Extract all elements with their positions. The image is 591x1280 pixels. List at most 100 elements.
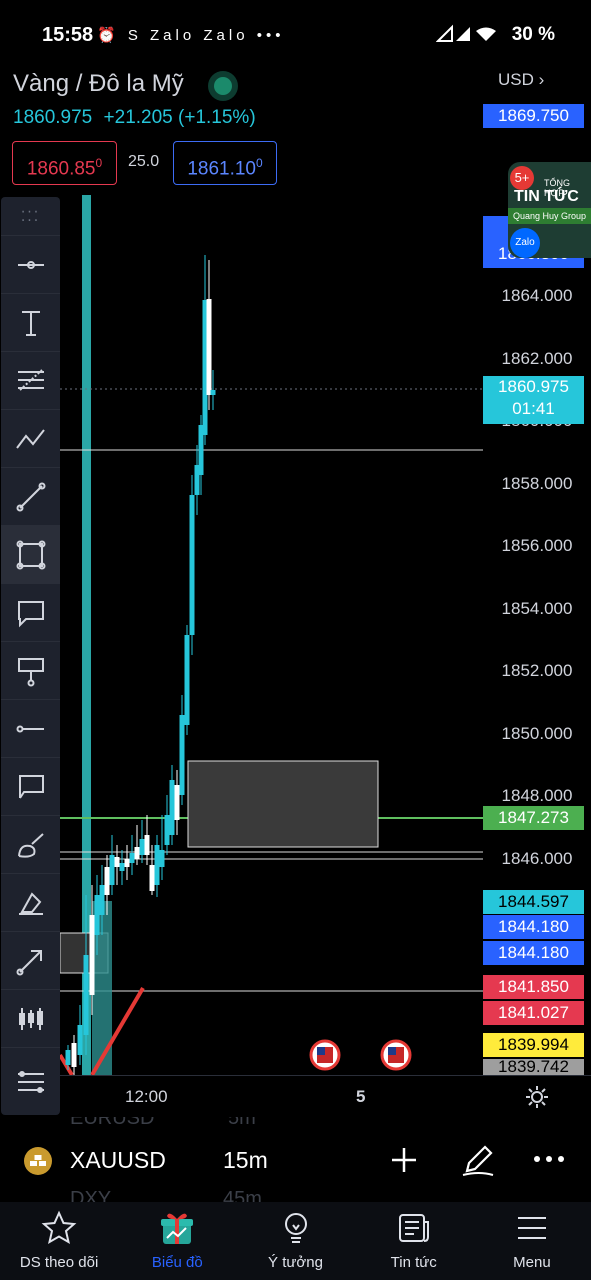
- battery-indicator: 30 %: [435, 24, 555, 46]
- zalo-badge-line3: Quang Huy Group: [508, 208, 591, 224]
- fib-retracement-icon: [17, 368, 44, 391]
- candle-body: [119, 863, 125, 871]
- candle-body: [206, 299, 212, 395]
- price-tick-label: 1850.000: [501, 723, 573, 743]
- fib-tool[interactable]: [1, 351, 60, 409]
- candle-body: [83, 955, 89, 1035]
- timeframe-selector[interactable]: 15m: [223, 1147, 268, 1173]
- trendline-tool[interactable]: [1, 467, 60, 525]
- bar-countdown: 01:41: [512, 399, 555, 418]
- brush-tool[interactable]: [1, 815, 60, 873]
- currency-label: USD: [498, 70, 534, 89]
- price-label-blue: 1844.180: [483, 915, 584, 939]
- flag-note-icon: [18, 774, 44, 799]
- candle-body: [134, 847, 140, 859]
- crosshair-tool[interactable]: [1, 235, 60, 293]
- nav-ideas[interactable]: Ý tưởng: [236, 1202, 354, 1280]
- candle-body: [154, 845, 160, 885]
- us-event-flag[interactable]: [380, 1039, 412, 1071]
- eraser-icon: [18, 891, 43, 915]
- zigzag-icon: [15, 428, 45, 449]
- price-label-blue: 1844.180: [483, 941, 584, 965]
- arrow-tool[interactable]: [1, 931, 60, 989]
- price-label-tool[interactable]: [1, 641, 60, 699]
- arrow-icon: [16, 949, 42, 975]
- chart-settings-icon[interactable]: [525, 1085, 549, 1109]
- nav-watchlist[interactable]: DS theo dõi: [0, 1202, 118, 1280]
- drawing-toolbar: ⁚⁚⁚: [1, 197, 60, 1115]
- nav-menu[interactable]: Menu: [473, 1202, 591, 1280]
- candle-body: [194, 465, 200, 495]
- price-label-red: 1841.027: [483, 1001, 584, 1025]
- buy-button[interactable]: 1861.100: [173, 141, 277, 185]
- time-label: 12:00: [125, 1087, 168, 1106]
- candle-body: [198, 425, 204, 475]
- symbol-title[interactable]: Vàng / Đô la Mỹ: [13, 70, 184, 97]
- brush-icon: [17, 832, 44, 858]
- price-label-red: 1841.850: [483, 975, 584, 999]
- symbol-selector[interactable]: XAUUSD: [70, 1147, 166, 1173]
- news-icon: [398, 1214, 429, 1242]
- nav-label: DS theo dõi: [19, 1254, 99, 1271]
- candle-body: [77, 1025, 83, 1055]
- candle-body: [149, 865, 155, 891]
- zalo-badge-line1: TỔNG HỢP: [544, 178, 570, 198]
- nav-chart[interactable]: Biểu đồ: [118, 1202, 236, 1280]
- nav-news[interactable]: Tin tức: [355, 1202, 473, 1280]
- status-bar: 15:58 ⏰ S Zalo Zalo ••• 30 %: [0, 0, 591, 70]
- lightbulb-icon: [284, 1213, 307, 1243]
- candle-body: [99, 885, 105, 915]
- candle-body: [94, 895, 100, 935]
- market-open-indicator: [214, 77, 232, 95]
- text-tool[interactable]: [1, 293, 60, 351]
- time-axis[interactable]: 12:00 5: [60, 1075, 591, 1118]
- currency-selector[interactable]: USD ›: [498, 70, 545, 89]
- us-event-flag[interactable]: [309, 1039, 341, 1071]
- zalo-news-bubble[interactable]: TỔNG HỢP TIN TỨC Quang Huy Group Zalo 5+: [508, 162, 591, 258]
- bars-pattern-icon: [18, 1007, 43, 1030]
- pattern-tool[interactable]: [1, 409, 60, 467]
- rectangle-tool[interactable]: [1, 525, 60, 583]
- nav-label: Tin tức: [390, 1254, 437, 1271]
- more-options-icon[interactable]: [533, 1155, 565, 1163]
- candle-body: [89, 915, 95, 995]
- drag-handle-icon[interactable]: ⁚⁚⁚: [20, 207, 41, 224]
- red-arrow-line: [90, 986, 145, 1075]
- price-chart[interactable]: [0, 195, 483, 1075]
- horizontal-ray-tool[interactable]: [1, 699, 60, 757]
- eraser-tool[interactable]: [1, 873, 60, 931]
- candle-body: [71, 1043, 77, 1067]
- sell-button[interactable]: 1860.850: [12, 141, 117, 185]
- bars-pattern-tool[interactable]: [1, 989, 60, 1047]
- candle-body: [202, 300, 208, 435]
- time-label: 5: [356, 1087, 366, 1106]
- callout-tool[interactable]: [1, 583, 60, 641]
- current-price-label: 1860.975 01:41: [483, 376, 584, 424]
- price-quote: 1860.975 +21.205 (+1.15%): [13, 107, 256, 129]
- zalo-logo-icon: Zalo: [510, 228, 540, 258]
- price-label-gray: 1839.742: [483, 1059, 584, 1075]
- nav-label: Ý tưởng: [268, 1254, 323, 1271]
- fib-channel-tool[interactable]: [1, 1047, 60, 1115]
- pencil-icon[interactable]: [459, 1141, 497, 1179]
- battery-percent: 30 %: [511, 24, 555, 45]
- price-tick-label: 1864.000: [501, 286, 573, 305]
- candle-body: [184, 635, 190, 725]
- nav-label: Biểu đồ: [151, 1254, 203, 1271]
- speech-bubble-icon: [17, 600, 44, 627]
- gift-chart-icon: [161, 1213, 194, 1244]
- price-label-yellow: 1839.994: [483, 1033, 584, 1057]
- note-tool[interactable]: [1, 757, 60, 815]
- sell-price: 1860.85: [26, 158, 96, 180]
- price-label-top: 1869.750: [483, 104, 584, 128]
- rectangle-icon: [16, 540, 45, 569]
- add-icon[interactable]: [389, 1145, 419, 1175]
- candle-body: [164, 815, 170, 845]
- status-time: 15:58: [42, 24, 94, 46]
- candle-body: [129, 853, 135, 863]
- price-tick-label: 1858.000: [501, 473, 573, 493]
- ghost-symbol: EURUSD: [70, 1117, 155, 1129]
- notification-count-badge: 5+: [510, 166, 534, 190]
- zone-rectangle[interactable]: [187, 760, 379, 848]
- candle-body: [174, 785, 180, 820]
